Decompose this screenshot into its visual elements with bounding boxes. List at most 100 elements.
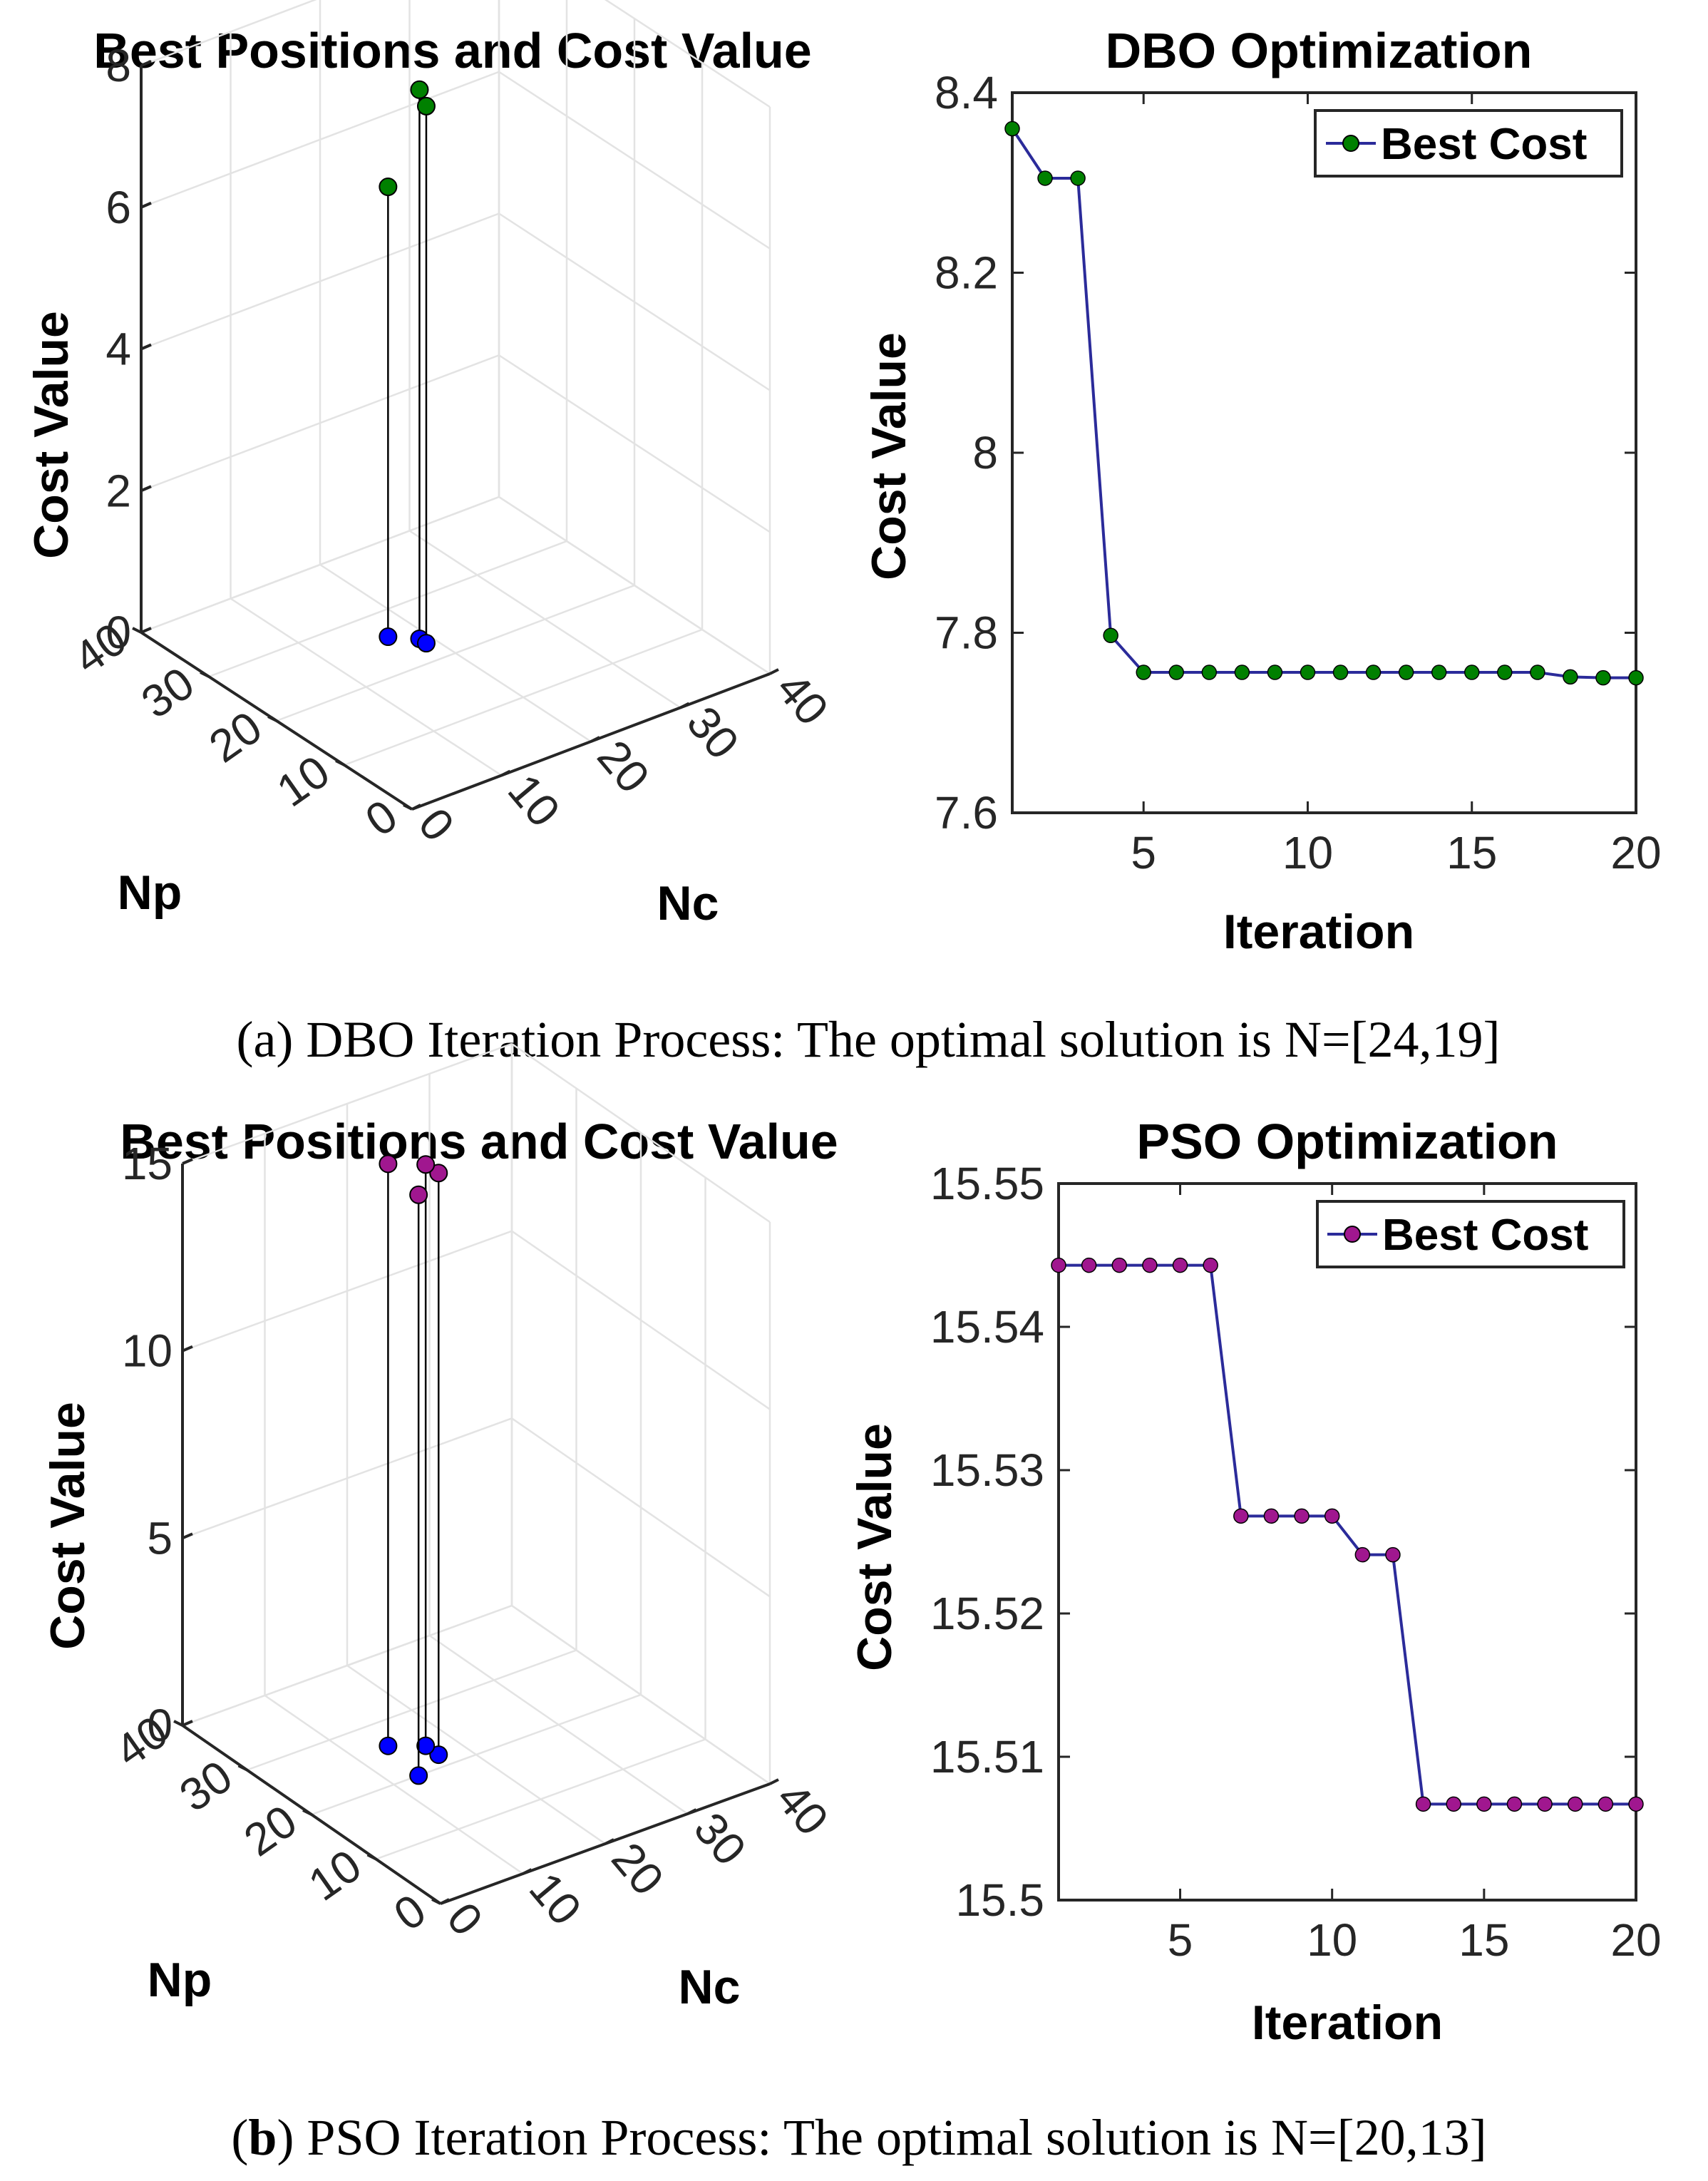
pso-3d-grid-line: [264, 1694, 524, 1875]
dbo-3d-ytick-label: 30: [677, 697, 749, 769]
dbo-3d-grid-line: [498, 71, 771, 250]
dbo-3d-xtick-mark: [267, 715, 277, 722]
pso-line-data-point: [1598, 1796, 1614, 1812]
pso-3d-ytick-mark: [769, 1778, 779, 1785]
pso-3d-ytick-label: 20: [602, 1833, 674, 1905]
dbo-3d-ytick-label: 40: [766, 663, 838, 735]
pso-line-xtick-label: 15: [1459, 1914, 1509, 1966]
dbo-3d-ztick-mark: [140, 60, 152, 67]
dbo-line-data-point: [1497, 664, 1513, 680]
dbo-line-data-point: [1103, 627, 1118, 644]
pso-3d-ztick-label: 5: [147, 1512, 173, 1564]
pso-3d-grid-line: [511, 1042, 771, 1223]
pso-line-data-point: [1142, 1257, 1158, 1273]
dbo-line-data-point: [1563, 669, 1578, 685]
pso-line-data-point: [1567, 1796, 1583, 1812]
dbo-3d-grid-line: [140, 354, 500, 492]
pso-3d-xlabel: Np: [148, 1953, 212, 2007]
dbo-3d-title: Best Positions and Cost Value: [93, 23, 811, 78]
dbo-3d-xtick-mark: [200, 671, 210, 678]
pso-line-data-point: [1324, 1508, 1340, 1524]
dbo-3d-shadow-point: [416, 634, 436, 653]
pso-line-data-point: [1446, 1796, 1461, 1812]
caption-b-open: (: [231, 2109, 248, 2166]
pso-3d-grid-line: [182, 1417, 513, 1539]
pso-3d-grid-line: [511, 1417, 771, 1598]
dbo-line-ytick-label: 7.8: [935, 607, 998, 659]
pso-line-ytick-label: 15.53: [930, 1444, 1044, 1496]
dbo-line-data-point: [1234, 664, 1250, 680]
pso-3d-xtick-mark: [173, 1720, 183, 1727]
dbo-line-data-point: [1201, 664, 1218, 680]
pso-legend-marker: [1344, 1226, 1361, 1243]
dbo-3d-ytick-mark: [769, 668, 779, 675]
pso-line-xtick-label: 5: [1168, 1914, 1193, 1966]
dbo-line-xtick-label: 20: [1610, 827, 1661, 878]
caption-b: (b) PSO Iteration Process: The optimal s…: [231, 2109, 1486, 2166]
dbo-3d-ytick-mark: [500, 769, 511, 777]
pso-3d-xtick-mark: [431, 1898, 441, 1905]
dbo-3d-ztick-mark: [140, 485, 152, 493]
dbo-legend-label: Best Cost: [1381, 120, 1587, 169]
pso-3d-ztick-mark: [182, 1158, 193, 1165]
pso-3d-xtick-mark: [366, 1853, 377, 1861]
caption-b-text: PSO Iteration Process: The optimal solut…: [307, 2109, 1486, 2166]
caption-a-text: DBO Iteration Process: The optimal solut…: [306, 1011, 1500, 1068]
dbo-3d-point: [410, 80, 429, 99]
pso-3d-point: [429, 1164, 448, 1183]
pso-3d-grid-line: [346, 1664, 606, 1845]
pso-3d-ztick-label: 10: [122, 1325, 173, 1377]
pso-line-data-point: [1172, 1257, 1188, 1273]
pso-3d-grid-line: [511, 1230, 771, 1410]
pso-line-data-point: [1263, 1508, 1280, 1524]
pso-3d-shadow-point: [429, 1745, 448, 1765]
dbo-3d-ztick-label: 2: [106, 465, 131, 516]
pso-3d-point: [379, 1154, 398, 1174]
dbo-line-data-point: [1398, 664, 1414, 680]
dbo-line-title: DBO Optimization: [1106, 23, 1533, 78]
pso-line-plot-frame: [1057, 1182, 1637, 1902]
pso-3d-point: [409, 1185, 428, 1204]
pso-line-data-point: [1415, 1796, 1431, 1812]
dbo-line-data-point: [1595, 669, 1611, 686]
dbo-line-data-point: [1136, 664, 1151, 680]
pso-3d-xtick-label: 20: [235, 1795, 306, 1866]
dbo-legend: Best Cost: [1314, 109, 1623, 178]
dbo-3d-grid-line: [230, 597, 503, 776]
pso-line-data-point: [1081, 1257, 1097, 1273]
pso-line-data-point: [1233, 1508, 1249, 1524]
dbo-line-series-line: [1011, 128, 1636, 679]
pso-3d-xtick-label: 0: [385, 1884, 435, 1940]
dbo-3d-grid-line: [319, 563, 592, 743]
dbo-3d-ytick-mark: [590, 736, 600, 743]
dbo-line-chart: DBO Optimization Cost Value Iteration 7.…: [862, 23, 1662, 959]
dbo-line-data-point: [1300, 664, 1316, 680]
pso-3d-ytick-label: 40: [766, 1773, 838, 1845]
pso-3d-shadow-point: [379, 1736, 398, 1755]
dbo-line-ytick-label: 8.2: [935, 247, 998, 299]
dbo-legend-marker: [1342, 135, 1359, 152]
pso-3d-ztick-mark: [182, 1345, 193, 1353]
pso-3d-ytick-label: 10: [520, 1863, 592, 1935]
dbo-line-data-point: [1168, 664, 1185, 680]
dbo-line-data-point: [1530, 664, 1545, 680]
pso-3d-ztick-mark: [182, 1720, 193, 1727]
dbo-3d-grid-line: [140, 212, 500, 350]
pso-line-data-point: [1203, 1257, 1218, 1273]
dbo-line-data-point: [1628, 669, 1644, 686]
dbo-line-xtick-label: 15: [1446, 827, 1497, 878]
pso-3d-ztick-mark: [182, 1532, 193, 1540]
pso-legend-label: Best Cost: [1382, 1211, 1588, 1260]
caption-a-label: (a): [236, 1011, 293, 1068]
pso-3d-xtick-mark: [302, 1809, 312, 1816]
pso-3d-ytick-mark: [605, 1838, 614, 1845]
pso-3d-ytick-mark: [686, 1808, 697, 1815]
pso-3d-ztick-label: 15: [122, 1138, 173, 1189]
dbo-3d-xtick-mark: [132, 627, 142, 634]
dbo-3d-ylabel: Nc: [657, 876, 719, 930]
pso-line-ylabel: Cost Value: [848, 1423, 902, 1671]
pso-line-ytick-label: 15.55: [930, 1158, 1044, 1209]
pso-line-ytick-label: 15.51: [930, 1731, 1044, 1782]
caption-a: (a) DBO Iteration Process: The optimal s…: [236, 1011, 1500, 1068]
